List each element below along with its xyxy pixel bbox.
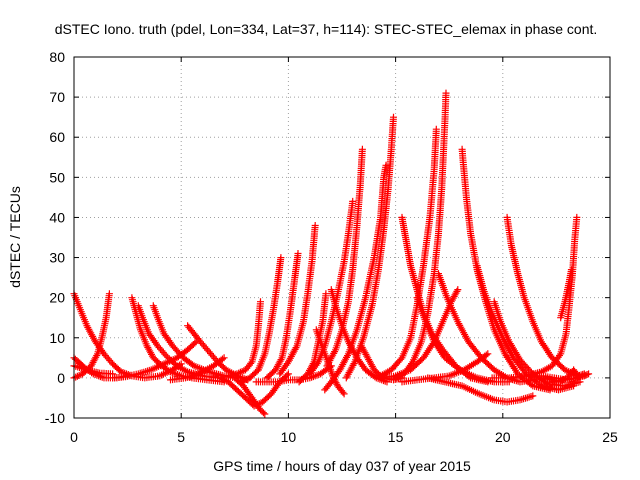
- y-tick-label: 40: [49, 209, 65, 225]
- plot-frame: [73, 56, 611, 419]
- y-tick-label: 80: [49, 49, 65, 65]
- series-16: [276, 222, 319, 378]
- series-42-markers: [537, 372, 584, 384]
- series-36: [424, 374, 537, 406]
- series-37-markers: [503, 213, 582, 380]
- series-38: [488, 213, 581, 382]
- series-22-markers: [327, 286, 391, 386]
- series-22: [327, 286, 391, 386]
- series-23: [321, 161, 390, 394]
- series-13-markers: [224, 298, 264, 380]
- series-24-markers: [342, 113, 397, 382]
- series-7: [149, 302, 239, 382]
- series-12-markers: [231, 374, 269, 418]
- series-10-markers: [167, 354, 228, 384]
- series-23-markers: [321, 161, 390, 394]
- series-8: [109, 338, 200, 382]
- series-10: [167, 354, 228, 384]
- y-tick-label: 10: [49, 330, 65, 346]
- x-tick-label: 25: [602, 429, 618, 445]
- x-tick-label: 0: [70, 429, 78, 445]
- y-tick-label: 70: [49, 89, 65, 105]
- series-13: [224, 298, 264, 380]
- series-37: [503, 213, 582, 380]
- series-36-markers: [424, 374, 537, 406]
- series-18-markers: [252, 362, 335, 386]
- y-axis-label: dSTEC / TECUs: [7, 186, 23, 288]
- x-tick-label: 15: [388, 429, 404, 445]
- series-31-markers: [413, 294, 513, 386]
- y-tick-label: -10: [45, 410, 65, 426]
- y-tick-label: 30: [49, 250, 65, 266]
- y-tick-label: 50: [49, 169, 65, 185]
- series-7-markers: [149, 302, 239, 382]
- series-33: [458, 145, 554, 394]
- series-16-markers: [276, 222, 319, 378]
- y-tick-label: 20: [49, 290, 65, 306]
- x-tick-label: 10: [281, 429, 297, 445]
- axis-ticks: 0 5 10 15 20 25 -10 0 10 20 30 40 50 60 70 80: [45, 49, 618, 445]
- series-15: [263, 250, 302, 382]
- series-8-markers: [109, 338, 200, 382]
- x-axis-label: GPS time / hours of day 037 of year 2015: [213, 458, 471, 474]
- series-12: [231, 374, 269, 418]
- series-18: [252, 362, 335, 386]
- series-26: [392, 89, 450, 382]
- series-15-markers: [263, 250, 302, 382]
- chart-title: dSTEC Iono. truth (pdel, Lon=334, Lat=37…: [55, 21, 598, 37]
- series-34: [473, 262, 578, 394]
- x-tick-label: 5: [177, 429, 185, 445]
- data-marks: [70, 89, 593, 418]
- series-24: [342, 113, 397, 382]
- series-40-markers: [557, 266, 575, 322]
- series-26-markers: [392, 89, 450, 382]
- series-33-markers: [458, 145, 554, 394]
- series-38-markers: [488, 213, 581, 382]
- x-tick-label: 20: [495, 429, 511, 445]
- y-tick-label: 0: [57, 370, 65, 386]
- series-21: [312, 326, 348, 398]
- series-14: [237, 254, 285, 386]
- series-21-markers: [312, 326, 348, 398]
- series-34-markers: [473, 262, 578, 394]
- y-tick-label: 60: [49, 129, 65, 145]
- series-14-markers: [237, 254, 285, 386]
- series-42: [537, 372, 584, 384]
- series-40: [557, 266, 575, 322]
- series-31: [413, 294, 513, 386]
